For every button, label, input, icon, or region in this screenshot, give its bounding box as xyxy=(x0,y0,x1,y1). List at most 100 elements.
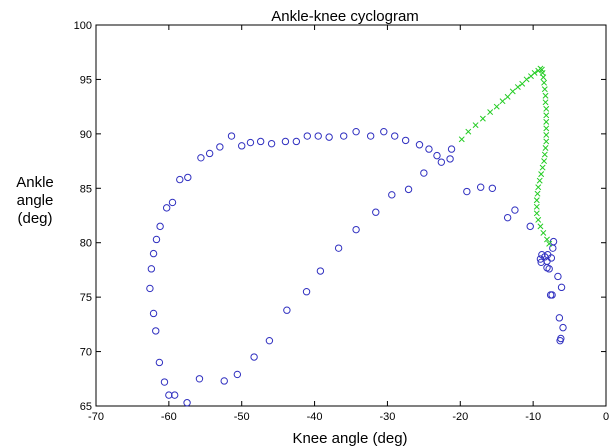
data-point-cross xyxy=(535,216,542,223)
cross-stroke xyxy=(487,109,494,116)
data-point-circle xyxy=(314,132,322,140)
data-point-circle xyxy=(233,370,242,379)
cross-stroke xyxy=(543,138,550,145)
data-point-cross xyxy=(479,115,486,122)
data-point-circle xyxy=(256,137,265,146)
data-point-circle xyxy=(149,249,158,258)
cross-stroke xyxy=(540,229,547,236)
data-point-cross xyxy=(537,223,544,230)
series-cross-markers xyxy=(458,65,553,247)
data-point-circle xyxy=(195,375,204,383)
data-point-circle xyxy=(433,151,441,160)
data-point-circle xyxy=(352,225,360,234)
data-point-circle xyxy=(537,258,545,267)
data-point-cross xyxy=(546,240,553,247)
x-axis-label: Knee angle (deg) xyxy=(292,430,407,447)
cross-stroke xyxy=(523,76,530,83)
cross-stroke xyxy=(535,216,542,223)
cross-stroke xyxy=(541,86,548,93)
y-axis-label-line-1: Ankle xyxy=(16,174,54,191)
data-point-circle xyxy=(549,237,558,246)
cross-stroke xyxy=(538,171,545,178)
data-point-circle xyxy=(292,137,301,146)
data-point-circle xyxy=(415,141,424,149)
data-point-circle xyxy=(220,377,228,385)
data-point-circle xyxy=(176,175,184,184)
cross-stroke xyxy=(531,69,538,76)
cross-stroke xyxy=(542,92,549,99)
data-point-cross xyxy=(487,109,494,116)
data-point-circle xyxy=(557,283,566,292)
data-point-circle xyxy=(152,235,161,244)
cross-stroke xyxy=(519,80,526,87)
cross-stroke xyxy=(541,151,548,158)
x-tick-label: -10 xyxy=(525,411,541,423)
data-point-circle xyxy=(152,327,160,335)
data-point-cross xyxy=(534,190,541,197)
data-point-circle xyxy=(555,314,564,322)
data-point-cross xyxy=(538,171,545,178)
data-point-circle xyxy=(281,137,290,146)
data-point-cross xyxy=(472,122,479,129)
x-tick-label: -40 xyxy=(307,411,323,423)
y-axis-label-line-2: angle xyxy=(17,192,54,209)
data-point-circle xyxy=(401,136,410,145)
data-point-circle xyxy=(334,244,343,252)
data-point-cross xyxy=(465,128,472,135)
y-tick-label: 100 xyxy=(74,20,92,32)
data-point-cross xyxy=(541,151,548,158)
data-point-cross xyxy=(539,164,546,171)
cross-stroke xyxy=(465,128,472,135)
data-point-circle xyxy=(316,267,325,275)
data-point-cross xyxy=(543,105,550,112)
y-axis-label-line-3: (deg) xyxy=(17,210,52,227)
cross-stroke xyxy=(536,177,543,184)
cross-stroke xyxy=(493,103,500,110)
cross-stroke xyxy=(546,240,553,247)
data-point-circle xyxy=(162,204,171,212)
cross-stroke xyxy=(479,115,486,122)
data-point-circle xyxy=(267,139,276,148)
data-point-circle xyxy=(160,378,169,386)
chart-title: Ankle-knee cyclogram xyxy=(271,8,419,25)
data-point-circle xyxy=(380,127,388,136)
data-point-circle xyxy=(388,191,396,199)
data-point-circle xyxy=(404,185,413,194)
data-point-circle xyxy=(536,255,545,263)
data-point-circle xyxy=(366,132,375,140)
data-point-cross xyxy=(533,197,540,204)
data-point-cross xyxy=(504,93,511,100)
data-point-cross xyxy=(541,158,548,165)
data-point-circle xyxy=(352,127,360,136)
cross-stroke xyxy=(543,105,550,112)
data-point-circle xyxy=(183,399,191,407)
cross-stroke xyxy=(537,223,544,230)
data-point-circle xyxy=(156,222,164,231)
data-point-cross xyxy=(535,184,542,191)
data-point-circle xyxy=(437,158,446,166)
x-tick-label: 0 xyxy=(603,411,609,423)
data-point-circle xyxy=(463,187,471,196)
data-point-circle xyxy=(146,284,154,293)
cross-stroke xyxy=(504,93,511,100)
data-point-circle xyxy=(447,145,456,153)
data-point-cross xyxy=(533,203,540,210)
cross-stroke xyxy=(534,190,541,197)
cross-stroke xyxy=(541,158,548,165)
cross-stroke xyxy=(539,164,546,171)
data-point-circle xyxy=(559,323,567,332)
data-point-circle xyxy=(283,306,291,314)
data-point-circle xyxy=(476,183,485,191)
data-point-cross xyxy=(543,131,550,138)
y-tick-label: 70 xyxy=(80,347,92,359)
cross-stroke xyxy=(542,145,549,151)
cross-stroke xyxy=(533,197,540,204)
x-tick-label: -20 xyxy=(452,411,468,423)
data-point-circle xyxy=(216,143,224,151)
data-point-circle xyxy=(149,309,158,318)
data-point-cross xyxy=(543,118,550,125)
data-point-circle xyxy=(165,391,173,399)
cross-stroke xyxy=(458,136,465,143)
cross-stroke xyxy=(533,210,540,217)
